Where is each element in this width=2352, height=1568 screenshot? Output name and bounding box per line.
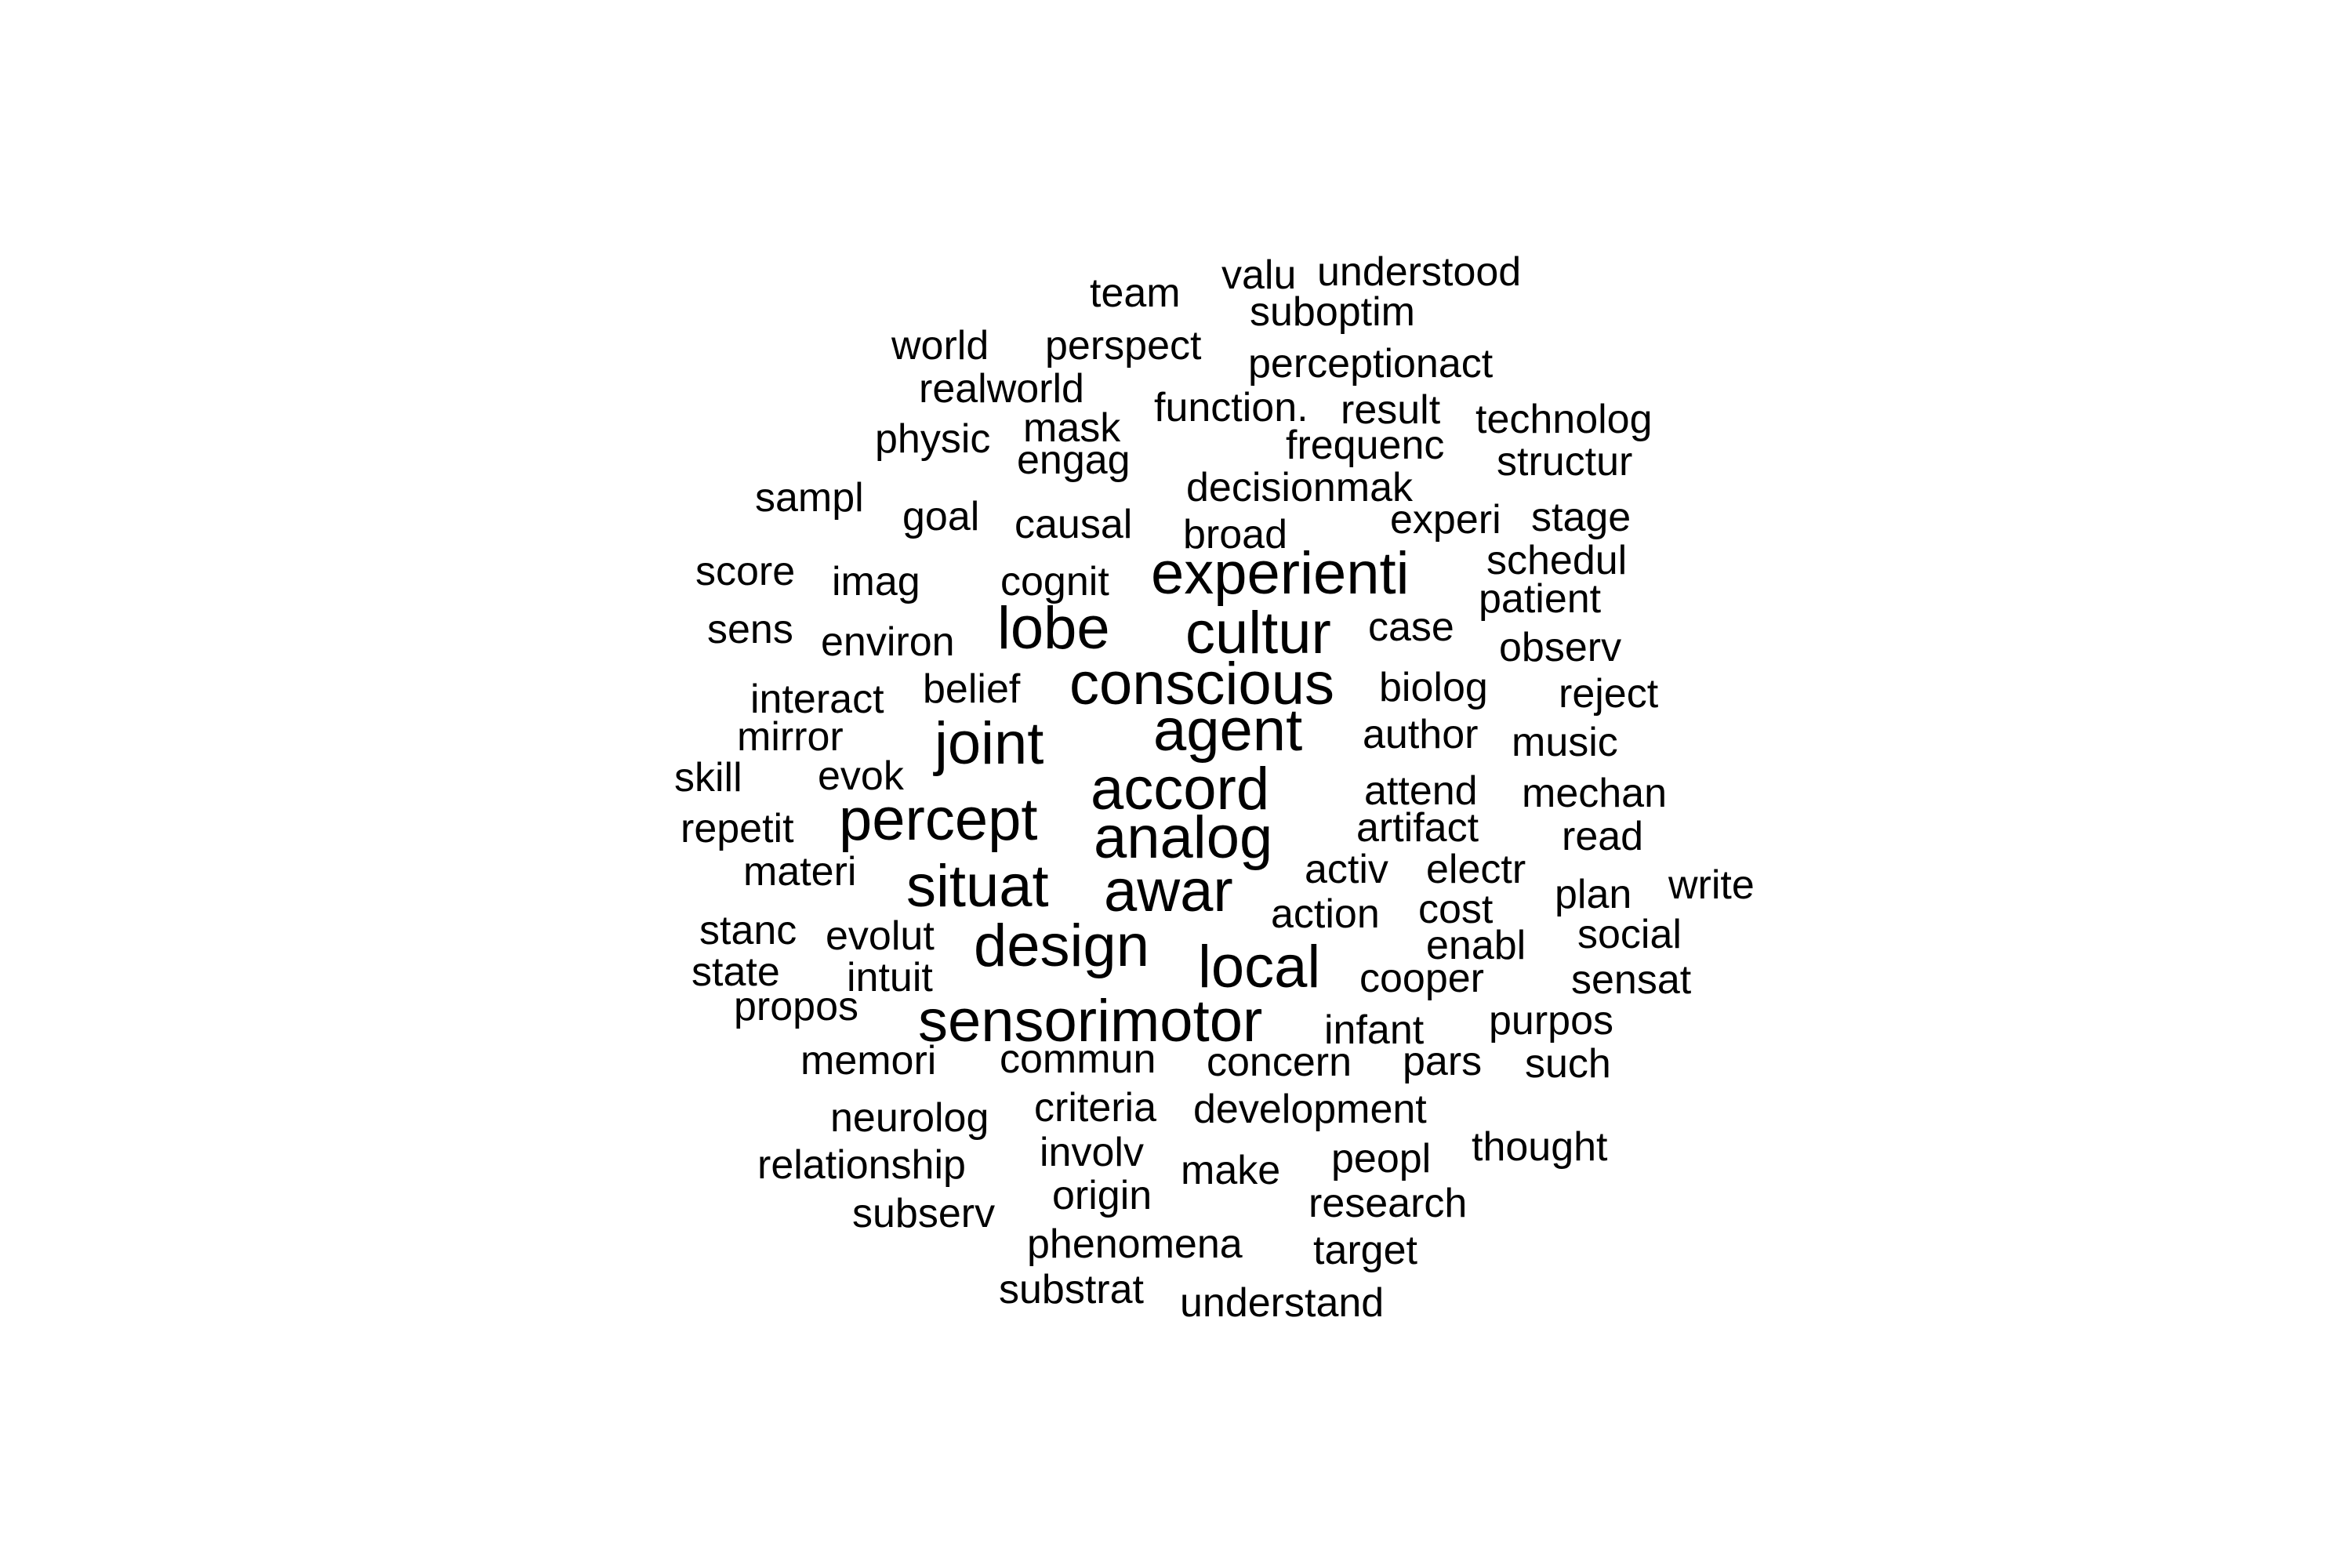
word-author: author bbox=[1363, 712, 1479, 757]
word-criteria: criteria bbox=[1034, 1085, 1157, 1131]
word-observ: observ bbox=[1499, 625, 1622, 670]
word-evolut: evolut bbox=[826, 913, 935, 959]
word-action: action bbox=[1271, 891, 1380, 937]
word-read: read bbox=[1562, 814, 1644, 859]
word-causal: causal bbox=[1014, 502, 1133, 547]
word-joint: joint bbox=[935, 710, 1044, 777]
word-propos: propos bbox=[734, 984, 858, 1029]
word-development: development bbox=[1193, 1087, 1427, 1132]
word-neurolog: neurolog bbox=[830, 1095, 989, 1141]
word-write: write bbox=[1668, 862, 1755, 908]
word-plan: plan bbox=[1555, 872, 1632, 917]
word-situat: situat bbox=[906, 853, 1049, 920]
word-sensat: sensat bbox=[1571, 957, 1692, 1003]
word-sens: sens bbox=[707, 607, 793, 652]
word-world: world bbox=[891, 323, 989, 368]
word-interact: interact bbox=[750, 677, 884, 722]
word-infant: infant bbox=[1324, 1007, 1425, 1053]
word-mask: mask bbox=[1023, 405, 1121, 451]
word-perceptionact: perceptionact bbox=[1248, 341, 1494, 387]
word-experi: experi bbox=[1390, 497, 1501, 543]
word-cost: cost bbox=[1418, 887, 1494, 932]
word-materi: materi bbox=[743, 849, 857, 895]
word-case: case bbox=[1368, 604, 1454, 650]
word-purpos: purpos bbox=[1489, 998, 1613, 1044]
word-enabl: enabl bbox=[1426, 923, 1526, 968]
word-attend: attend bbox=[1364, 768, 1478, 814]
word-belief: belief bbox=[923, 666, 1021, 712]
word-concern: concern bbox=[1207, 1040, 1352, 1085]
word-cultur: cultur bbox=[1185, 600, 1331, 666]
word-local: local bbox=[1198, 934, 1321, 1000]
word-experienti: experienti bbox=[1151, 540, 1410, 607]
word-percept: percept bbox=[839, 786, 1038, 853]
word-imag: imag bbox=[832, 559, 920, 604]
word-accord: accord bbox=[1091, 756, 1270, 822]
word-awar: awar bbox=[1104, 858, 1233, 924]
word-stage: stage bbox=[1531, 495, 1632, 540]
word-make: make bbox=[1181, 1148, 1281, 1193]
word-broad: broad bbox=[1183, 512, 1287, 557]
word-intuit: intuit bbox=[847, 955, 933, 1000]
word-electr: electr bbox=[1426, 847, 1526, 892]
word-lobe: lobe bbox=[997, 595, 1110, 662]
word-stanc: stanc bbox=[699, 908, 797, 953]
word-pars: pars bbox=[1403, 1039, 1483, 1084]
word-engag: engag bbox=[1017, 437, 1131, 483]
word-state: state bbox=[691, 949, 780, 995]
word-phenomena: phenomena bbox=[1027, 1221, 1243, 1267]
word-mirror: mirror bbox=[737, 714, 844, 760]
word-artifact: artifact bbox=[1356, 805, 1479, 851]
word-mechan: mechan bbox=[1522, 771, 1667, 816]
word-repetit: repetit bbox=[681, 806, 794, 851]
word-such: such bbox=[1525, 1041, 1611, 1087]
word-perspect: perspect bbox=[1045, 323, 1202, 368]
word-cognit: cognit bbox=[1000, 559, 1109, 604]
word-understood: understood bbox=[1317, 249, 1522, 295]
word-team: team bbox=[1090, 270, 1181, 316]
word-involv: involv bbox=[1040, 1130, 1144, 1175]
word-decisionmak: decisionmak bbox=[1186, 465, 1414, 510]
word-goal: goal bbox=[902, 494, 980, 539]
word-agent: agent bbox=[1153, 697, 1303, 764]
word-memori: memori bbox=[800, 1038, 937, 1083]
word-skill: skill bbox=[674, 755, 742, 800]
word-reject: reject bbox=[1559, 671, 1659, 717]
word-physic: physic bbox=[875, 416, 991, 462]
word-sampl: sampl bbox=[755, 475, 864, 521]
word-peopl: peopl bbox=[1331, 1136, 1432, 1181]
word-function: function. bbox=[1154, 385, 1308, 430]
word-thought: thought bbox=[1472, 1124, 1608, 1170]
word-understand: understand bbox=[1180, 1280, 1385, 1326]
word-patient: patient bbox=[1479, 576, 1602, 622]
word-music: music bbox=[1512, 720, 1618, 765]
word-frequenc: frequenc bbox=[1286, 423, 1445, 468]
word-structur: structur bbox=[1497, 439, 1633, 485]
word-substrat: substrat bbox=[999, 1267, 1144, 1312]
word-score: score bbox=[695, 549, 796, 594]
word-sensorimotor: sensorimotor bbox=[918, 988, 1263, 1054]
word-social: social bbox=[1577, 912, 1682, 957]
word-evok: evok bbox=[818, 753, 904, 799]
word-conscious: conscious bbox=[1069, 651, 1334, 717]
word-design: design bbox=[974, 913, 1149, 979]
word-commun: commun bbox=[1000, 1036, 1156, 1082]
word-valu: valu bbox=[1221, 252, 1297, 298]
word-research: research bbox=[1308, 1181, 1468, 1226]
word-biolog: biolog bbox=[1379, 665, 1488, 710]
word-activ: activ bbox=[1305, 847, 1388, 892]
word-schedul: schedul bbox=[1486, 538, 1628, 583]
word-subserv: subserv bbox=[852, 1191, 996, 1236]
word-cooper: cooper bbox=[1359, 956, 1484, 1001]
word-target: target bbox=[1313, 1228, 1417, 1273]
word-analog: analog bbox=[1094, 804, 1273, 871]
word-technolog: technolog bbox=[1475, 397, 1653, 442]
word-result: result bbox=[1341, 387, 1441, 433]
word-origin: origin bbox=[1052, 1173, 1152, 1218]
word-environ: environ bbox=[821, 619, 955, 665]
word-realworld: realworld bbox=[919, 366, 1084, 412]
word-suboptim: suboptim bbox=[1250, 289, 1415, 335]
word-relationship: relationship bbox=[757, 1142, 966, 1188]
